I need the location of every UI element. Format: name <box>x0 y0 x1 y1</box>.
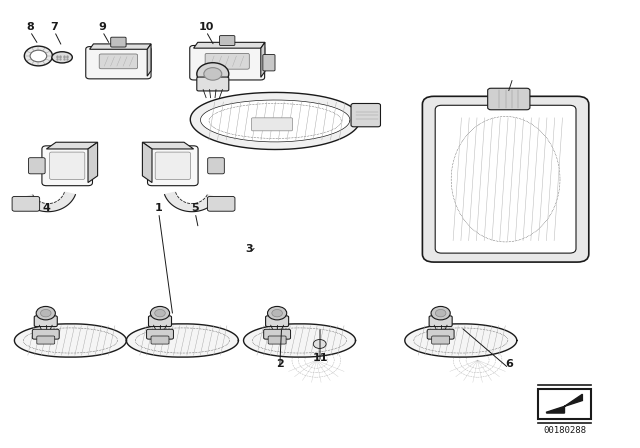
Polygon shape <box>190 92 360 150</box>
Circle shape <box>30 50 47 62</box>
Text: 8: 8 <box>26 22 34 32</box>
Polygon shape <box>143 142 193 149</box>
FancyBboxPatch shape <box>205 53 250 69</box>
FancyBboxPatch shape <box>42 146 92 185</box>
FancyBboxPatch shape <box>207 196 235 211</box>
FancyBboxPatch shape <box>99 54 138 69</box>
Polygon shape <box>147 44 151 76</box>
FancyBboxPatch shape <box>35 316 58 327</box>
Circle shape <box>36 306 56 320</box>
FancyBboxPatch shape <box>197 77 229 91</box>
Polygon shape <box>200 100 350 142</box>
Polygon shape <box>547 394 582 413</box>
FancyBboxPatch shape <box>538 389 591 419</box>
Text: 2: 2 <box>276 359 284 369</box>
Text: 9: 9 <box>99 22 106 32</box>
FancyBboxPatch shape <box>207 158 225 174</box>
FancyBboxPatch shape <box>189 46 265 80</box>
FancyBboxPatch shape <box>37 336 55 344</box>
Text: 5: 5 <box>191 203 199 213</box>
Text: 10: 10 <box>198 22 214 32</box>
Circle shape <box>150 306 170 320</box>
Circle shape <box>431 306 451 320</box>
Polygon shape <box>22 192 76 211</box>
FancyBboxPatch shape <box>428 329 454 339</box>
FancyBboxPatch shape <box>86 47 151 79</box>
Polygon shape <box>127 324 238 357</box>
Polygon shape <box>193 43 265 48</box>
FancyBboxPatch shape <box>488 88 530 110</box>
FancyBboxPatch shape <box>268 336 286 344</box>
Text: 11: 11 <box>312 353 328 362</box>
Text: 4: 4 <box>42 203 50 213</box>
FancyBboxPatch shape <box>156 152 191 179</box>
Text: 3: 3 <box>246 244 253 254</box>
FancyBboxPatch shape <box>435 105 576 253</box>
Polygon shape <box>405 324 517 357</box>
FancyBboxPatch shape <box>148 146 198 185</box>
Circle shape <box>40 310 51 317</box>
FancyBboxPatch shape <box>263 55 275 71</box>
FancyBboxPatch shape <box>148 316 172 327</box>
FancyBboxPatch shape <box>28 158 45 174</box>
Ellipse shape <box>52 52 72 63</box>
Polygon shape <box>261 43 265 77</box>
FancyBboxPatch shape <box>252 118 292 131</box>
Polygon shape <box>90 44 151 49</box>
FancyBboxPatch shape <box>266 316 289 327</box>
Circle shape <box>272 310 282 317</box>
FancyBboxPatch shape <box>32 329 60 339</box>
Text: 00180288: 00180288 <box>543 426 586 435</box>
Circle shape <box>155 310 165 317</box>
FancyBboxPatch shape <box>432 336 450 344</box>
FancyBboxPatch shape <box>111 37 126 47</box>
Text: 1: 1 <box>155 203 163 213</box>
Circle shape <box>268 306 287 320</box>
Circle shape <box>197 63 229 85</box>
Polygon shape <box>143 142 152 183</box>
FancyBboxPatch shape <box>147 329 173 339</box>
Circle shape <box>24 46 52 66</box>
Polygon shape <box>88 142 98 183</box>
FancyBboxPatch shape <box>429 316 452 327</box>
Polygon shape <box>244 324 356 357</box>
Polygon shape <box>15 324 127 357</box>
FancyBboxPatch shape <box>151 336 169 344</box>
Circle shape <box>314 340 326 349</box>
FancyBboxPatch shape <box>50 152 84 179</box>
Text: 7: 7 <box>51 22 58 32</box>
Circle shape <box>204 68 222 80</box>
Text: 6: 6 <box>505 359 513 369</box>
Circle shape <box>435 310 446 317</box>
FancyBboxPatch shape <box>351 103 380 127</box>
Polygon shape <box>164 192 218 211</box>
FancyBboxPatch shape <box>422 96 589 262</box>
FancyBboxPatch shape <box>264 329 291 339</box>
FancyBboxPatch shape <box>12 196 40 211</box>
FancyBboxPatch shape <box>220 36 235 46</box>
Polygon shape <box>46 142 98 149</box>
